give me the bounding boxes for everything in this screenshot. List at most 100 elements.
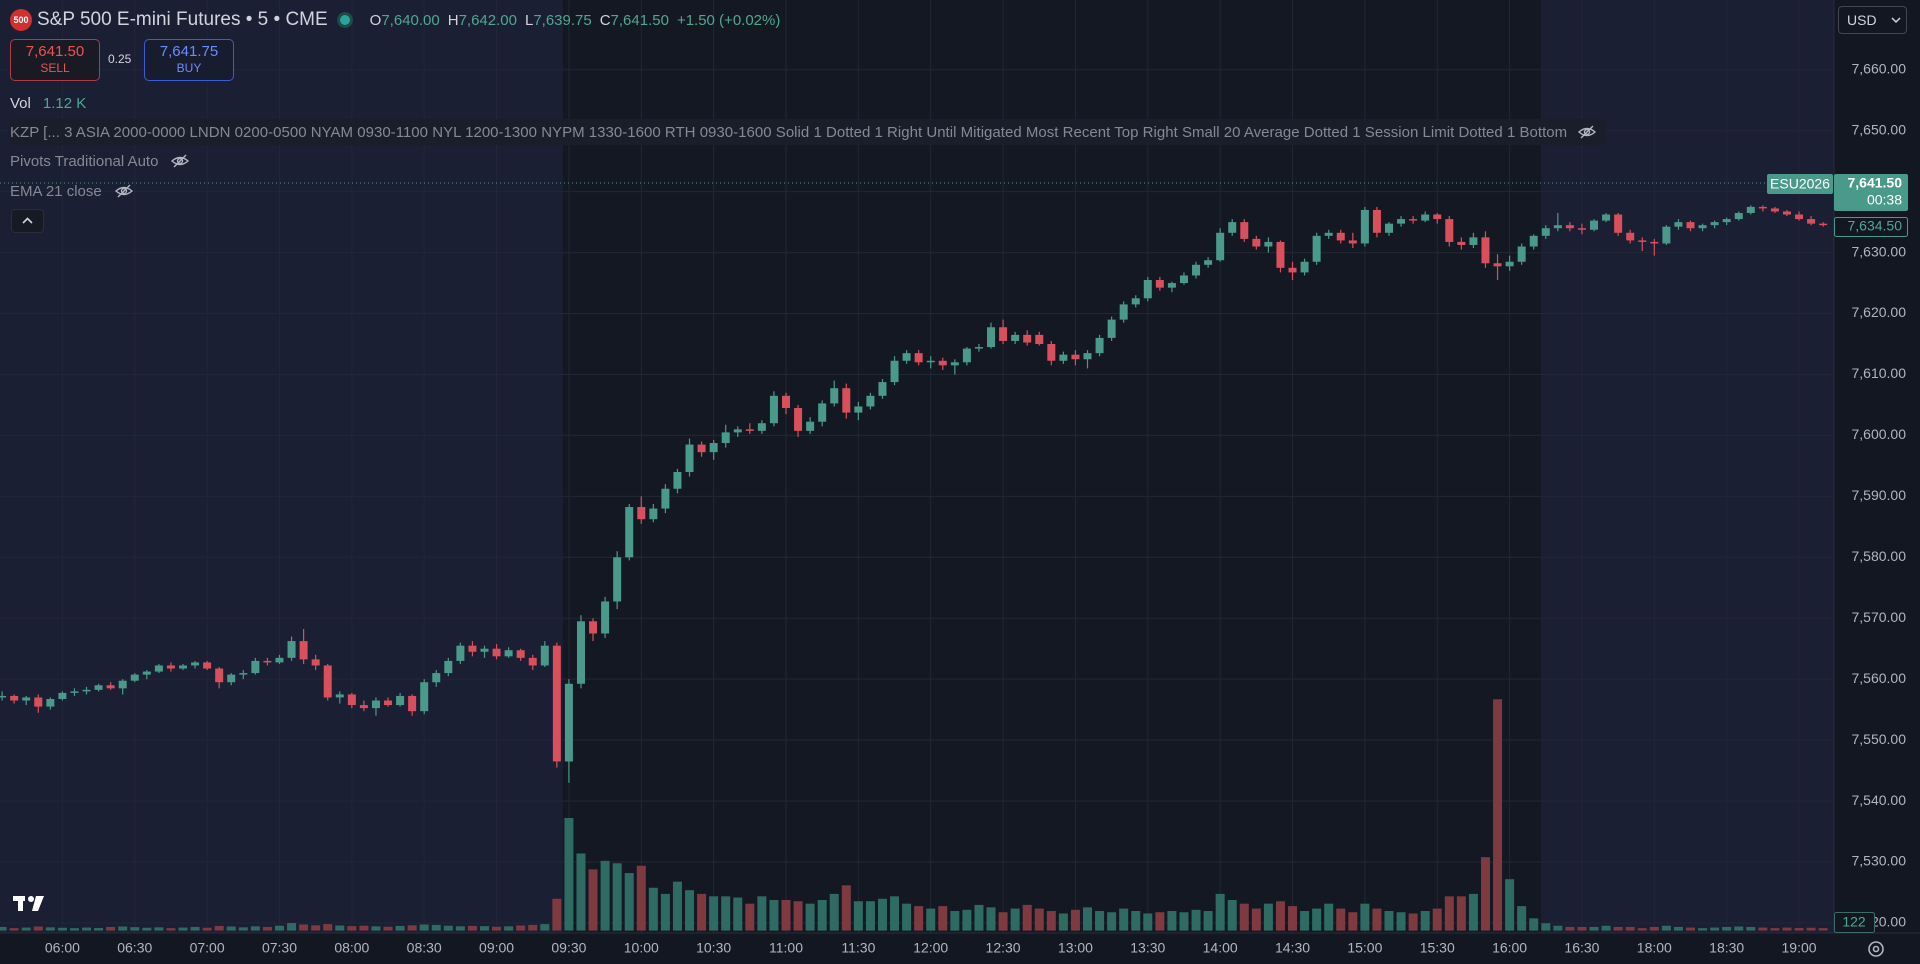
sell-button[interactable]: 7,641.50 SELL [10,39,100,81]
volume-bar [1275,901,1285,931]
collapse-button[interactable] [11,209,44,233]
volume-bar [262,926,272,931]
volume-bar [1083,907,1092,931]
volume-bar [1601,925,1611,931]
volume-bar [154,927,164,931]
volume-badge-text: 122 [1842,914,1866,930]
candle-body [1372,209,1381,233]
prev-price: 7,634.50 [1848,218,1903,234]
hidden-icon[interactable] [1577,124,1597,140]
volume-bar [926,908,936,931]
candle-body [227,674,236,683]
candle-body [1650,241,1659,244]
volume-bar [395,925,405,931]
ema-indicator[interactable]: EMA 21 close [10,180,134,202]
buy-label: BUY [176,61,202,75]
volume-bar [274,925,284,931]
candle-body [974,347,983,349]
change: +1.50 (+0.02%) [676,11,781,29]
x-tick-label: 06:00 [45,940,80,956]
candle-body [1348,240,1357,244]
candle-body [1505,261,1514,267]
candle-body [1517,246,1526,262]
x-tick-label: 13:30 [1130,940,1165,956]
settings-icon[interactable] [1868,941,1884,957]
candle-body [1638,240,1647,242]
candle-body [203,662,212,669]
symbol-title: S&P 500 E-mini Futures • 5 • CME [37,9,328,30]
volume-bar [660,893,670,931]
volume-bar [178,927,188,931]
volume-bar [1251,908,1261,931]
x-tick-label: 10:00 [624,940,659,956]
candle-body [1782,211,1791,215]
candle-body [1493,263,1502,267]
volume-bar [166,928,176,931]
candle-body [468,645,477,652]
ohlc-label: O [369,11,382,29]
volume-bar [721,896,731,931]
candle-body [251,660,260,674]
pivots-indicator[interactable]: Pivots Traditional Auto [10,150,190,172]
ohlc-label: L [524,11,534,29]
candle-body [456,645,465,661]
volume-bar [287,923,297,931]
volume-bar [1661,925,1671,931]
candles [0,205,1828,783]
volume-bar [1070,909,1080,931]
candle-body [878,382,887,396]
tradingview-logo [13,896,44,911]
x-tick-label: 07:00 [190,940,225,956]
volume-bar [769,900,779,931]
volume-bar [455,926,465,931]
volume-bar [865,901,875,931]
candle-body [1083,353,1092,360]
candle-body [1204,260,1213,265]
volume-indicator[interactable]: Vol 1.12 K [10,92,86,114]
volume-bar [793,901,803,931]
candle-body [1819,223,1828,226]
volume-bar [1215,893,1225,931]
candle-body [323,665,332,698]
volume-bar [1107,912,1117,931]
hidden-icon[interactable] [170,153,190,169]
volume-bar [214,925,224,931]
candle-body [1565,225,1574,229]
candle-body [806,421,815,431]
volume-bar [9,928,19,931]
x-tick-label: 07:30 [262,940,297,956]
candle-body [1324,232,1333,236]
buy-button[interactable]: 7,641.75 BUY [144,39,234,81]
market-status [339,15,350,25]
volume-bar [672,881,682,931]
candle-body [371,700,380,709]
candle-body [1481,237,1490,264]
x-tick-label: 08:30 [407,940,442,956]
volume-bar [648,887,658,931]
ohlc-value: 7,639.75 [533,11,592,29]
candle-body [1312,235,1321,262]
volume-bar [938,906,948,931]
hidden-icon[interactable] [114,183,134,199]
y-tick-label: 7,610.00 [1852,365,1907,381]
candle-body [962,348,971,363]
candle-body [299,641,308,660]
candle-body [408,695,417,712]
candle-body [191,662,200,666]
volume-bar [950,911,960,931]
y-tick-label: 7,570.00 [1852,609,1907,625]
candle-body [1059,354,1068,361]
candle-body [637,507,646,520]
x-tick-label: 19:00 [1782,940,1817,956]
currency-dropdown[interactable]: USD [1838,6,1907,34]
volume-bar [1046,911,1056,931]
volume-bar [480,926,489,931]
candle-body [1710,222,1719,226]
candle-body [1626,232,1635,241]
kzp-indicator[interactable]: KZP [... 3 ASIA 2000-0000 LNDN 0200-0500… [10,119,1606,145]
countdown: 00:38 [1867,192,1902,208]
price-axis-bg [1834,0,1920,964]
volume-bar [202,927,212,931]
volume-bar [974,904,984,931]
x-tick-label: 11:30 [841,940,875,956]
